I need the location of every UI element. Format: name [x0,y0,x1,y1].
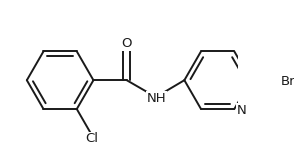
Text: NH: NH [147,92,166,105]
Text: O: O [121,37,132,50]
Text: N: N [237,104,246,117]
Text: Br: Br [280,75,294,88]
Text: Cl: Cl [86,132,98,145]
